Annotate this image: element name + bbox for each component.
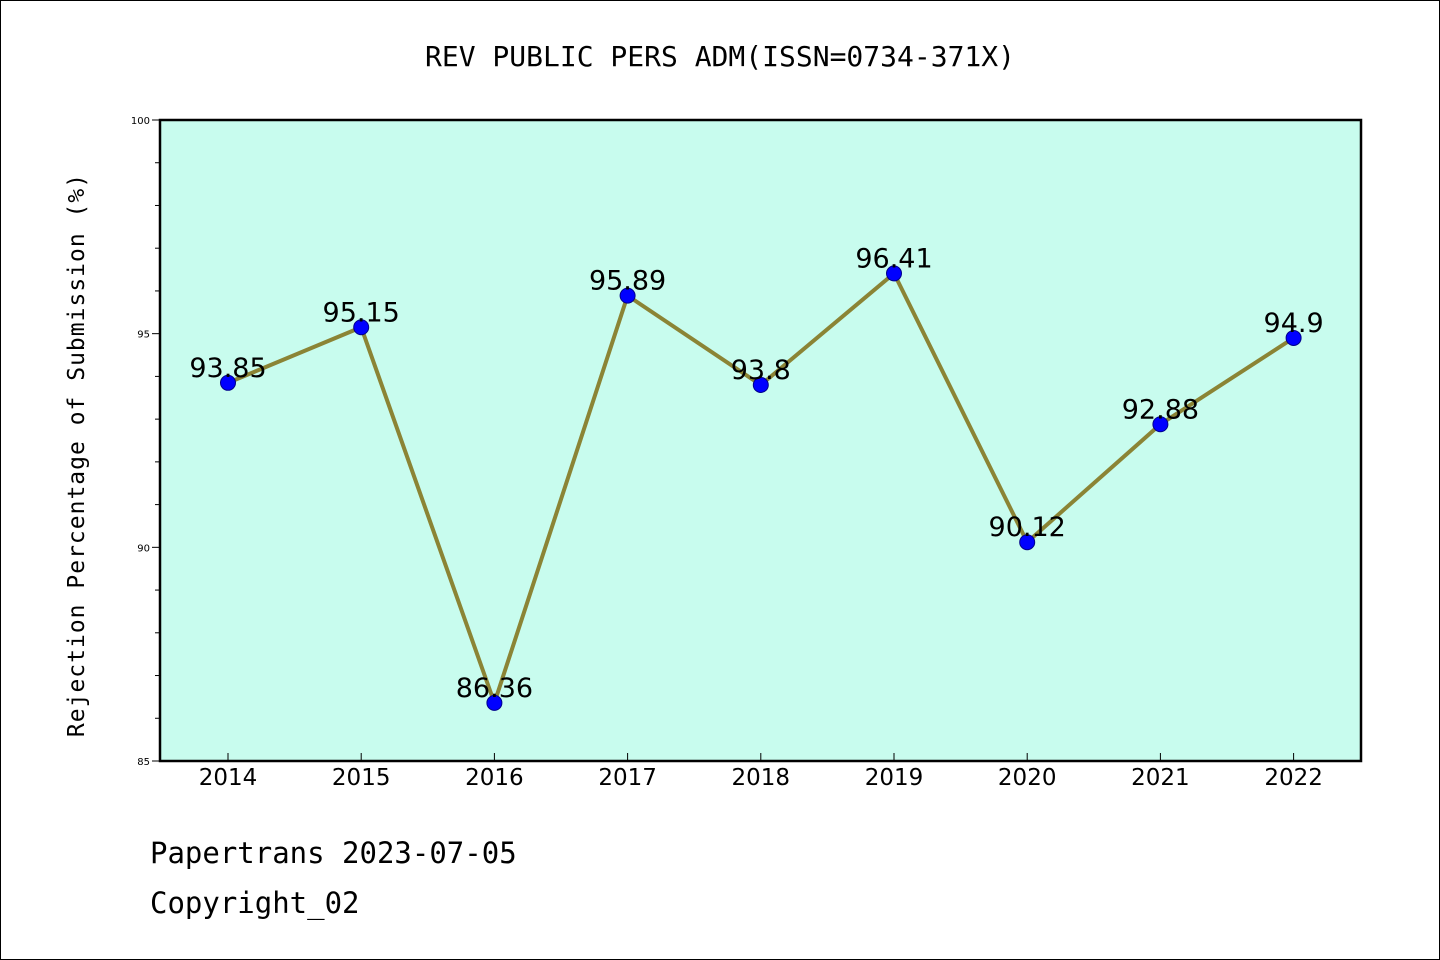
footer-copyright: Copyright_02	[150, 886, 360, 920]
x-tick-label: 2017	[598, 765, 657, 791]
chart-title: REV PUBLIC PERS ADM(ISSN=0734-371X)	[425, 40, 1015, 73]
y-tick-label: 85	[137, 757, 150, 768]
data-point	[1285, 329, 1302, 346]
data-point	[886, 265, 902, 282]
y-axis-label: Rejection Percentage of Submission (%)	[64, 173, 90, 737]
plot-area	[160, 120, 1361, 761]
data-label: 90.12	[989, 512, 1066, 543]
data-label: 94.9	[1264, 308, 1324, 339]
data-labels: 93.85 95.15 86.36 95.89 93.8 96.41 90.12 92.88 9…	[189, 243, 1323, 703]
y-tick-label: 90	[137, 543, 150, 554]
data-point	[619, 287, 636, 304]
y-tick-label: 100	[131, 116, 150, 127]
data-point	[353, 319, 370, 336]
data-point	[752, 376, 769, 393]
series-markers	[220, 265, 1302, 711]
x-axis: 2014 2015 2016 2017 2018 2019 2020 2021 2022	[199, 753, 1323, 791]
x-tick-label: 2015	[332, 765, 391, 791]
x-tick-label: 2016	[465, 765, 524, 791]
x-tick-label: 2018	[732, 765, 791, 791]
data-label: 95.89	[589, 266, 666, 297]
data-point	[220, 374, 236, 391]
x-tick-label: 2014	[199, 765, 258, 791]
data-label: 93.85	[189, 353, 266, 384]
data-label: 95.15	[323, 297, 400, 328]
plot-border	[158, 118, 1363, 763]
x-tick-label: 2020	[998, 765, 1057, 791]
data-label: 86.36	[456, 673, 533, 704]
y-axis: 85 90 95 100	[131, 116, 160, 768]
x-tick-label: 2019	[865, 765, 924, 791]
footer-date: Papertrans 2023-07-05	[150, 836, 517, 870]
x-tick-label: 2021	[1131, 765, 1190, 791]
data-label: 92.88	[1122, 394, 1199, 425]
data-label: 96.41	[855, 243, 932, 274]
x-tick-label: 2022	[1264, 765, 1323, 791]
y-tick-label: 95	[137, 330, 150, 341]
data-point	[1019, 534, 1036, 551]
data-label: 93.8	[731, 355, 791, 386]
data-point	[1152, 416, 1169, 433]
data-point	[486, 694, 503, 711]
